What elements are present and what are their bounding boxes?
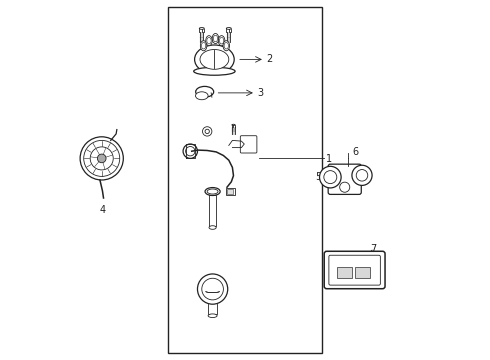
Text: 6: 6 [352,147,358,157]
Circle shape [352,165,372,185]
FancyBboxPatch shape [329,255,380,285]
Ellipse shape [208,314,217,318]
Ellipse shape [200,41,207,51]
Ellipse shape [226,28,231,30]
Ellipse shape [186,147,195,156]
Circle shape [80,137,123,180]
Ellipse shape [201,42,206,49]
Ellipse shape [212,33,219,44]
Circle shape [340,182,350,192]
Ellipse shape [207,189,218,194]
Text: 7: 7 [370,244,376,254]
Ellipse shape [194,67,235,75]
FancyBboxPatch shape [328,164,361,194]
Ellipse shape [196,86,214,97]
Text: 1: 1 [326,154,332,164]
Circle shape [356,170,368,181]
Ellipse shape [196,92,208,100]
Circle shape [84,140,120,176]
Ellipse shape [220,37,224,44]
FancyBboxPatch shape [227,189,233,194]
FancyBboxPatch shape [337,267,352,278]
Circle shape [205,129,209,134]
FancyBboxPatch shape [324,251,385,289]
Circle shape [324,171,337,184]
Circle shape [319,166,341,188]
Ellipse shape [219,36,225,46]
Text: 4: 4 [100,205,106,215]
FancyBboxPatch shape [240,136,257,153]
Ellipse shape [206,36,212,46]
Ellipse shape [199,28,204,30]
Ellipse shape [213,35,218,42]
Text: 2: 2 [266,54,272,64]
FancyBboxPatch shape [355,267,370,278]
Circle shape [98,154,106,163]
Circle shape [202,278,223,300]
Bar [168,7,322,353]
Ellipse shape [200,50,229,69]
Ellipse shape [209,226,216,229]
Ellipse shape [232,124,235,125]
Circle shape [197,274,228,304]
FancyBboxPatch shape [226,188,235,195]
Ellipse shape [224,42,228,49]
Ellipse shape [207,37,211,44]
Ellipse shape [183,144,197,158]
Text: 3: 3 [257,88,263,98]
Text: 5: 5 [315,172,321,182]
Ellipse shape [223,41,229,51]
Ellipse shape [195,45,234,74]
Circle shape [202,127,212,136]
Circle shape [90,147,113,170]
Ellipse shape [205,188,220,195]
